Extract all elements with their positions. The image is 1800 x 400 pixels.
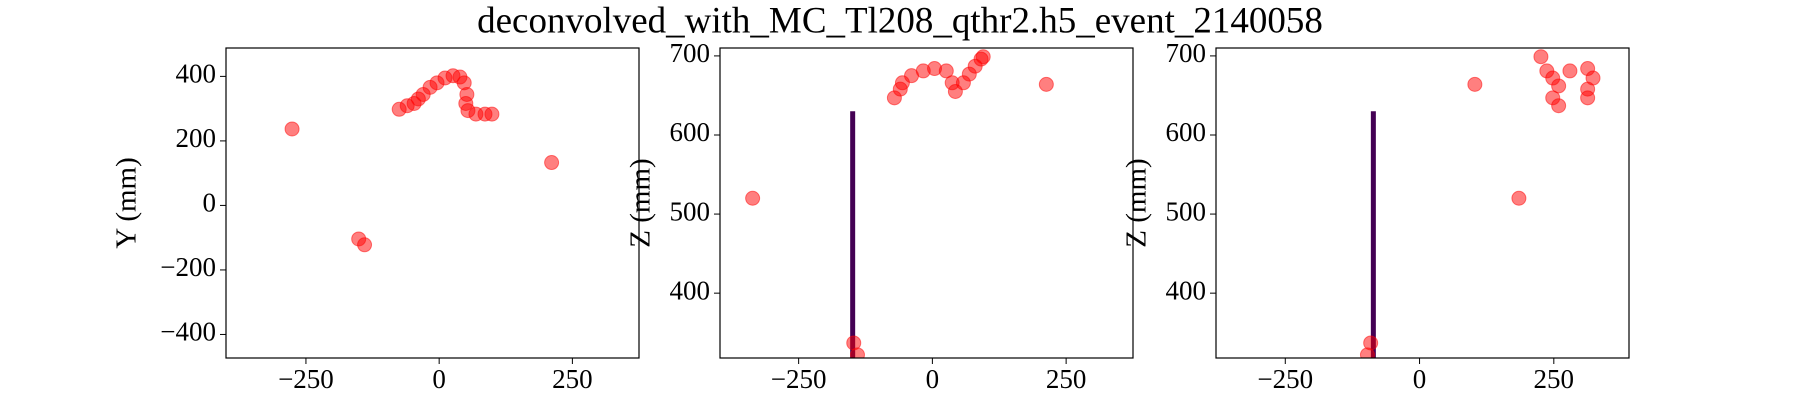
y-tick-label: 0 bbox=[203, 188, 217, 218]
y-tick-label: 600 bbox=[670, 117, 711, 147]
point bbox=[1511, 190, 1527, 206]
point bbox=[1533, 49, 1549, 65]
point bbox=[1359, 347, 1375, 358]
point bbox=[544, 155, 560, 171]
y-tick-label: 500 bbox=[1166, 196, 1207, 226]
y-tick-label: 400 bbox=[176, 59, 217, 89]
subplot: −250 0 250 400 500 600 700 Z (mm) bbox=[625, 38, 1134, 394]
plot-area bbox=[745, 49, 1054, 358]
point bbox=[745, 190, 761, 206]
point bbox=[849, 347, 865, 358]
x-tick-label: 250 bbox=[1046, 364, 1087, 394]
y-axis-label: Z (mm) bbox=[1121, 158, 1153, 247]
point bbox=[975, 49, 991, 65]
y-tick-label: 500 bbox=[670, 196, 711, 226]
point bbox=[357, 237, 373, 253]
x-tick-label: 0 bbox=[1413, 364, 1427, 394]
point bbox=[1562, 63, 1578, 79]
subplot: −250 0 250 −400 −200 0 200 400 Y (mm) bbox=[111, 47, 640, 394]
figure-title: deconvolved_with_MC_Tl208_qthr2.h5_event… bbox=[477, 0, 1323, 41]
y-tick-label: 700 bbox=[670, 38, 711, 68]
x-tick-label: −250 bbox=[278, 364, 334, 394]
y-axis-label: Z (mm) bbox=[625, 158, 657, 247]
y-axis-label: Y (mm) bbox=[111, 157, 143, 249]
point bbox=[484, 106, 500, 122]
point bbox=[1580, 90, 1596, 106]
point bbox=[938, 63, 954, 79]
x-tick-label: 0 bbox=[432, 364, 446, 394]
y-tick-label: −200 bbox=[160, 252, 216, 282]
x-tick-label: −250 bbox=[1257, 364, 1313, 394]
axes-frame bbox=[719, 47, 1134, 359]
point bbox=[284, 121, 300, 137]
axes-frame bbox=[1215, 47, 1630, 359]
plot-area bbox=[284, 68, 560, 253]
plot-area bbox=[1359, 49, 1601, 358]
axes-frame bbox=[225, 47, 640, 359]
y-tick-label: 400 bbox=[670, 275, 711, 305]
point bbox=[1038, 76, 1054, 92]
x-tick-label: 250 bbox=[552, 364, 593, 394]
y-tick-label: 700 bbox=[1166, 38, 1207, 68]
y-tick-label: 400 bbox=[1166, 275, 1207, 305]
subplot: −250 0 250 400 500 600 700 Z (mm) bbox=[1121, 38, 1630, 394]
y-tick-label: 600 bbox=[1166, 117, 1207, 147]
point bbox=[1467, 76, 1483, 92]
x-tick-label: 0 bbox=[926, 364, 940, 394]
x-tick-label: −250 bbox=[771, 364, 827, 394]
x-tick-label: 250 bbox=[1534, 364, 1575, 394]
y-tick-label: −400 bbox=[160, 317, 216, 347]
y-tick-label: 200 bbox=[176, 123, 217, 153]
point bbox=[1551, 98, 1567, 114]
point bbox=[1551, 78, 1567, 94]
